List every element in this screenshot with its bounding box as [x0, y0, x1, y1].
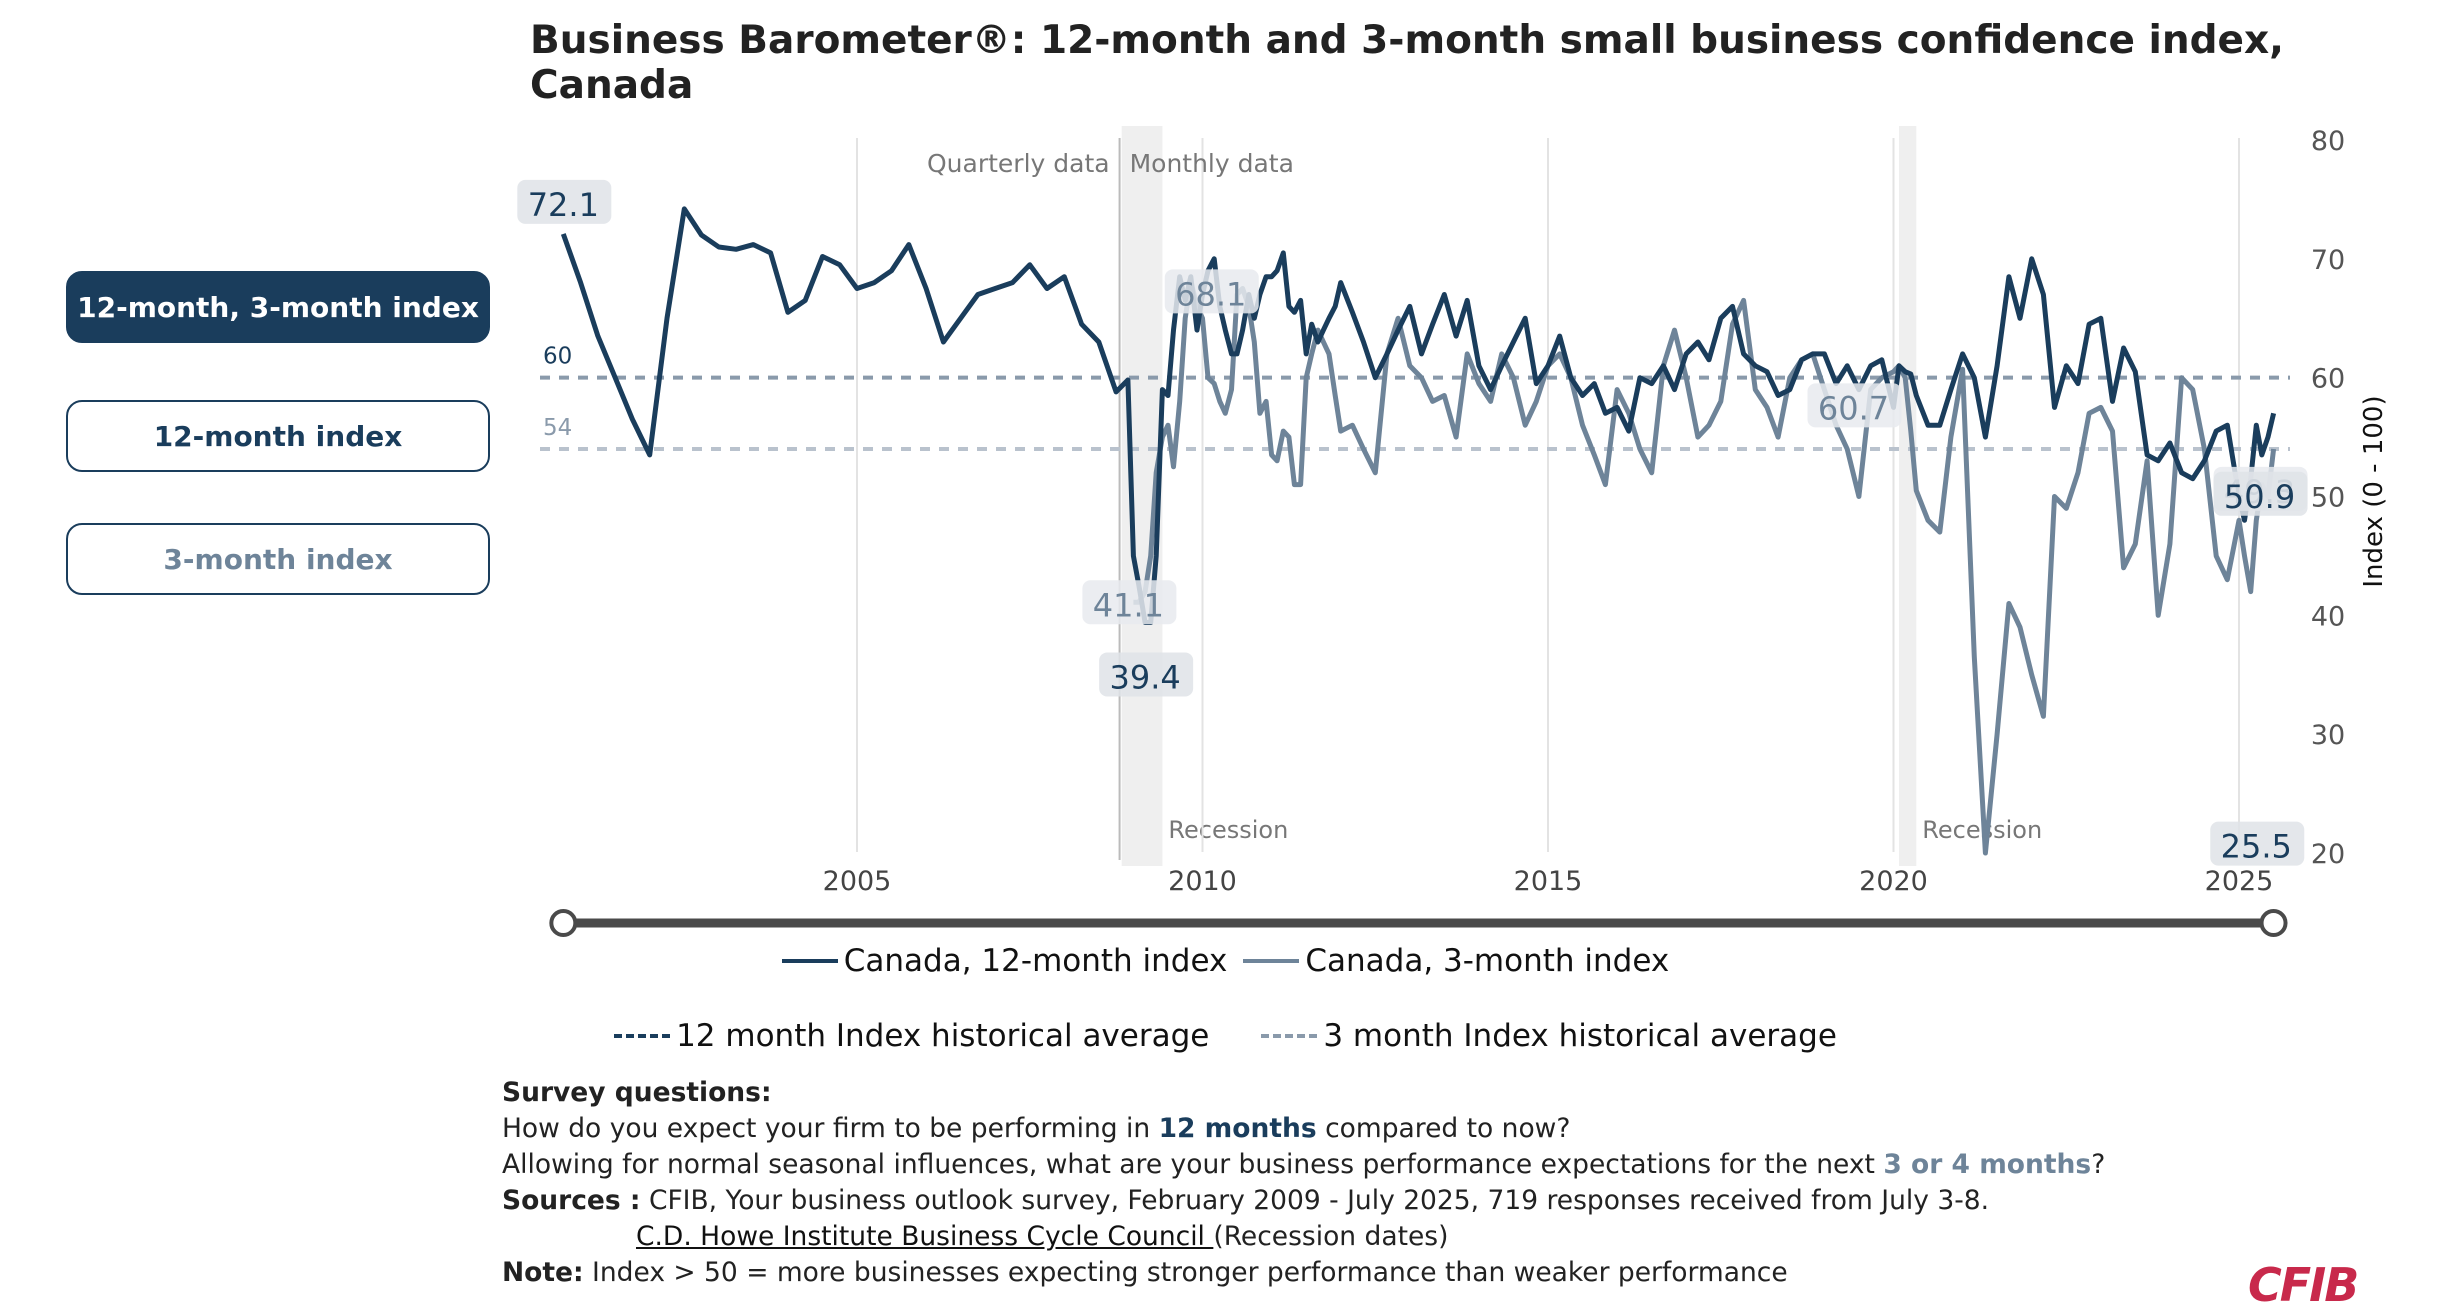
data-label: 25.5	[2221, 828, 2292, 866]
survey-question-3-month: Allowing for normal seasonal influences,…	[502, 1147, 2105, 1183]
period-label-quarterly: Quarterly data	[927, 149, 1110, 178]
note-line: Note: Index > 50 = more businesses expec…	[502, 1255, 2105, 1291]
note-label: Note:	[502, 1257, 584, 1288]
range-slider-handle-end[interactable]	[2259, 909, 2288, 937]
y-tick-label: 60	[2311, 364, 2345, 395]
button-12-and-3-month-index[interactable]: 12-month, 3-month index	[66, 271, 490, 343]
legend-swatch-avg-12-month	[614, 1034, 671, 1038]
y-axis-title: Index (0 - 100)	[2359, 395, 2389, 587]
range-slider-handle-start[interactable]	[549, 909, 578, 937]
legend-label-12-month: Canada, 12-month index	[843, 943, 1228, 979]
legend-item-12-month[interactable]: Canada, 12-month index	[781, 943, 1228, 979]
y-tick-label: 20	[2311, 839, 2345, 870]
x-tick-label: 2015	[1514, 866, 1583, 897]
data-label: 68.1	[1175, 275, 1246, 313]
period-label-monthly: Monthly data	[1130, 149, 1294, 178]
series-line-3-month	[1133, 278, 2277, 856]
note-text: Index > 50 = more businesses expecting s…	[583, 1257, 1788, 1288]
q2-text-end: ?	[2091, 1149, 2106, 1180]
data-label-bg	[2210, 821, 2305, 866]
q2-text: Allowing for normal seasonal influences,…	[502, 1149, 1884, 1180]
q1-text-end: compared to now?	[1316, 1113, 1571, 1144]
y-tick-label: 80	[2311, 126, 2345, 157]
x-tick-label: 2025	[2205, 866, 2274, 897]
sources-line-2: C.D. Howe Institute Business Cycle Counc…	[502, 1219, 2105, 1255]
data-label: 41.1	[1093, 586, 1164, 624]
q1-text: How do you expect your firm to be perfor…	[502, 1113, 1159, 1144]
sources-line: Sources : CFIB, Your business outlook su…	[502, 1183, 2105, 1219]
recession-band	[1899, 126, 1917, 866]
y-tick-label: 70	[2311, 245, 2345, 276]
legend-item-avg-3-month[interactable]: 3 month Index historical average	[1261, 1018, 1837, 1054]
average-label: 60	[543, 344, 572, 370]
y-tick-label: 30	[2311, 720, 2345, 751]
cd-howe-link[interactable]: C.D. Howe Institute Business Cycle Counc…	[636, 1221, 1214, 1252]
chart-title: Business Barometer®: 12-month and 3-mont…	[530, 18, 2284, 108]
chart-notes: Survey questions: How do you expect your…	[502, 1075, 2105, 1291]
legend-series: Canada, 12-month index Canada, 3-month i…	[0, 943, 2451, 979]
data-label-bg	[1082, 580, 1177, 625]
data-label-bg	[2213, 471, 2308, 516]
legend-swatch-12-month	[781, 959, 838, 963]
legend-item-3-month[interactable]: Canada, 3-month index	[1243, 943, 1669, 979]
legend-label-3-month: Canada, 3-month index	[1305, 943, 1670, 979]
button-12-month-index[interactable]: 12-month index	[66, 400, 490, 472]
sources-text: CFIB, Your business outlook survey, Febr…	[640, 1185, 1990, 1216]
x-tick-label: 2020	[1859, 866, 1928, 897]
recession-dates-text: (Recession dates)	[1213, 1221, 1449, 1252]
recession-label: Recession	[1168, 816, 1288, 844]
q2-highlight: 3 or 4 months	[1883, 1149, 2092, 1180]
average-label: 54	[543, 415, 572, 441]
data-label-bg	[517, 179, 612, 224]
survey-heading: Survey questions:	[502, 1077, 772, 1108]
data-label: 60.7	[1818, 389, 1889, 427]
q1-highlight: 12 months	[1158, 1113, 1317, 1144]
y-tick-label: 50	[2311, 483, 2345, 514]
legend-label-avg-12-month: 12 month Index historical average	[676, 1018, 1210, 1054]
cfib-logo: CFIB	[2248, 1258, 2359, 1312]
data-label: 72.1	[528, 186, 599, 224]
survey-question-12-month: How do you expect your firm to be perfor…	[502, 1111, 2105, 1147]
data-label: 39.4	[1110, 658, 1181, 696]
legend-swatch-3-month	[1243, 959, 1300, 963]
button-3-month-index[interactable]: 3-month index	[66, 523, 490, 595]
x-tick-label: 2005	[823, 866, 892, 897]
data-label-bg	[1164, 269, 1259, 314]
legend-swatch-avg-3-month	[1261, 1034, 1318, 1038]
legend-label-avg-3-month: 3 month Index historical average	[1323, 1018, 1837, 1054]
x-tick-label: 2010	[1168, 866, 1237, 897]
y-tick-label: 40	[2311, 601, 2345, 632]
data-label: 50.9	[2224, 478, 2295, 516]
legend-averages: 12 month Index historical average 3 mont…	[0, 1018, 2451, 1054]
legend-item-avg-12-month[interactable]: 12 month Index historical average	[614, 1018, 1209, 1054]
series-line-12-month	[560, 206, 2277, 625]
data-label-bg	[1807, 383, 1902, 428]
sources-label: Sources :	[502, 1185, 641, 1216]
data-label-bg	[1099, 652, 1194, 697]
